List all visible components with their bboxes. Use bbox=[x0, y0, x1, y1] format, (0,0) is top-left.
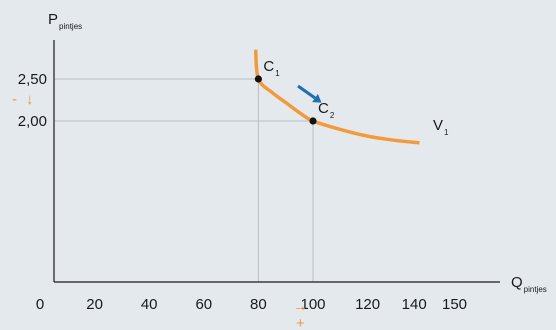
point-marker bbox=[309, 117, 317, 125]
x-tick-label: 80 bbox=[250, 296, 267, 313]
series-line-v1 bbox=[253, 49, 420, 145]
series-label-v1: V1 bbox=[433, 117, 449, 137]
quantity-change-sign: + bbox=[296, 315, 305, 330]
x-tick-label: 60 bbox=[195, 296, 212, 313]
x-tick-label: 0 bbox=[36, 296, 44, 313]
point-marker bbox=[254, 75, 262, 83]
point-label: C2 bbox=[318, 100, 335, 120]
price-change-sign: - bbox=[12, 91, 17, 108]
quantity-change-arrow: → bbox=[293, 298, 308, 315]
y-tick-label: 2,50 bbox=[18, 71, 47, 88]
x-tick-labels: 0 20 40 60 80 100 120 140 150 bbox=[36, 296, 467, 313]
price-change-arrow: ↓ bbox=[26, 91, 34, 108]
x-tick-label: 40 bbox=[141, 296, 158, 313]
y-axis-label: Ppintjes bbox=[48, 11, 82, 31]
point-label: C1 bbox=[263, 58, 280, 78]
x-tick-label: 140 bbox=[402, 296, 427, 313]
curve-points: C1 C2 bbox=[254, 58, 335, 125]
x-tick-label: 150 bbox=[442, 296, 467, 313]
guide-lines bbox=[54, 78, 314, 282]
x-tick-label: 20 bbox=[86, 296, 103, 313]
x-axis-label: Qpintjes bbox=[511, 274, 547, 294]
y-tick-label: 2,00 bbox=[18, 113, 47, 130]
x-tick-label: 100 bbox=[300, 296, 325, 313]
y-tick-labels: 2,50 2,00 bbox=[18, 71, 47, 130]
x-tick-label: 120 bbox=[355, 296, 380, 313]
movement-arrow bbox=[297, 84, 322, 103]
